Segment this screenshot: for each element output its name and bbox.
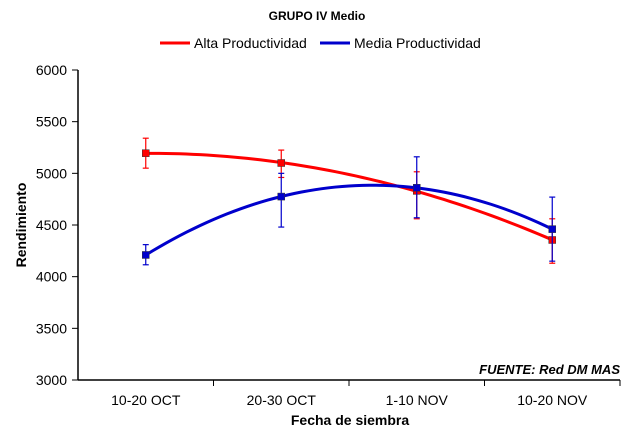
trend-line bbox=[144, 183, 553, 257]
series-1 bbox=[142, 156, 556, 266]
source-note: FUENTE: Red DM MAS bbox=[479, 362, 620, 377]
data-point bbox=[277, 192, 285, 201]
series-layer bbox=[142, 137, 556, 266]
y-axis-label: Rendimiento bbox=[13, 183, 29, 268]
x-tick-label: 10-20 OCT bbox=[111, 392, 181, 408]
data-point bbox=[142, 251, 150, 259]
x-axis-ticks: 10-20 OCT 20-30 OCT 1-10 NOV 10-20 NOV bbox=[111, 380, 621, 408]
data-point bbox=[413, 184, 421, 192]
y-tick-label: 3500 bbox=[36, 320, 67, 336]
trend-line bbox=[145, 151, 553, 242]
y-tick-label: 5000 bbox=[36, 165, 67, 181]
y-axis-ticks: 3000 3500 4000 4500 5000 5500 6000 bbox=[36, 62, 78, 388]
series-0 bbox=[142, 137, 556, 264]
chart-title: GRUPO IV Medio bbox=[269, 9, 366, 23]
data-point bbox=[548, 225, 556, 233]
x-axis-label: Fecha de siembra bbox=[291, 412, 409, 428]
data-point bbox=[277, 159, 285, 167]
x-tick-label: 20-30 OCT bbox=[247, 392, 317, 408]
x-tick-label: 10-20 NOV bbox=[517, 392, 588, 408]
y-tick-label: 4000 bbox=[36, 269, 67, 285]
data-point bbox=[142, 149, 150, 157]
legend-label-alta: Alta Productividad bbox=[194, 35, 307, 51]
legend-label-media: Media Productividad bbox=[354, 35, 481, 51]
y-tick-label: 3000 bbox=[36, 372, 67, 388]
legend: Alta Productividad Media Productividad bbox=[160, 35, 481, 51]
y-tick-label: 5500 bbox=[36, 114, 67, 130]
x-tick-label: 1-10 NOV bbox=[386, 392, 449, 408]
y-tick-label: 4500 bbox=[36, 217, 67, 233]
y-tick-label: 6000 bbox=[36, 62, 67, 78]
